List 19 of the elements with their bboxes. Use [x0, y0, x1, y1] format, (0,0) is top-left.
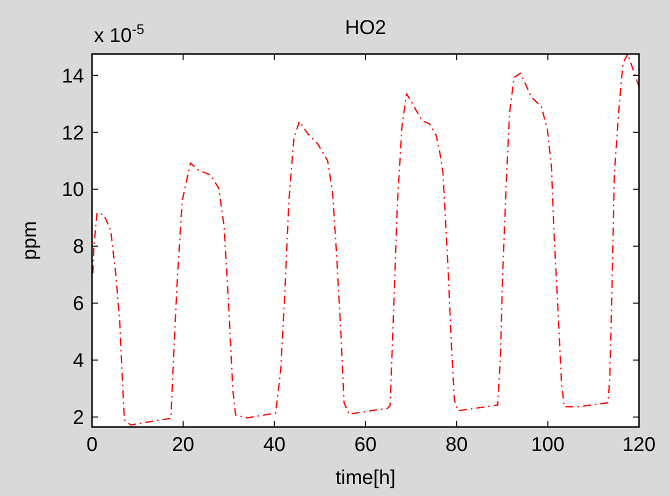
y-tick-label: 6 — [72, 293, 84, 316]
x-tick-label: 40 — [263, 434, 286, 456]
x-tick-label: 20 — [172, 434, 194, 456]
x-tick-label: 80 — [446, 434, 468, 456]
y-tick-label: 4 — [72, 350, 84, 372]
y-tick-label: 14 — [62, 65, 84, 88]
y-tick-label: 8 — [72, 236, 84, 258]
x-axis-title: time[h] — [335, 467, 396, 489]
x-tick-label: 120 — [622, 434, 656, 456]
y-tick-label: 2 — [72, 407, 84, 430]
y-tick-label: 12 — [62, 122, 84, 144]
x-tick-label: 100 — [531, 434, 565, 456]
chart-title: HO2 — [344, 17, 386, 39]
x-tick-label: 0 — [86, 434, 98, 456]
text: x 10$^{-5}$ — [94, 21, 144, 47]
y-tick-label: 10 — [62, 179, 84, 202]
y-axis-title: ppm — [19, 221, 41, 260]
line-series — [92, 54, 639, 426]
x-tick-label: 60 — [354, 434, 377, 456]
